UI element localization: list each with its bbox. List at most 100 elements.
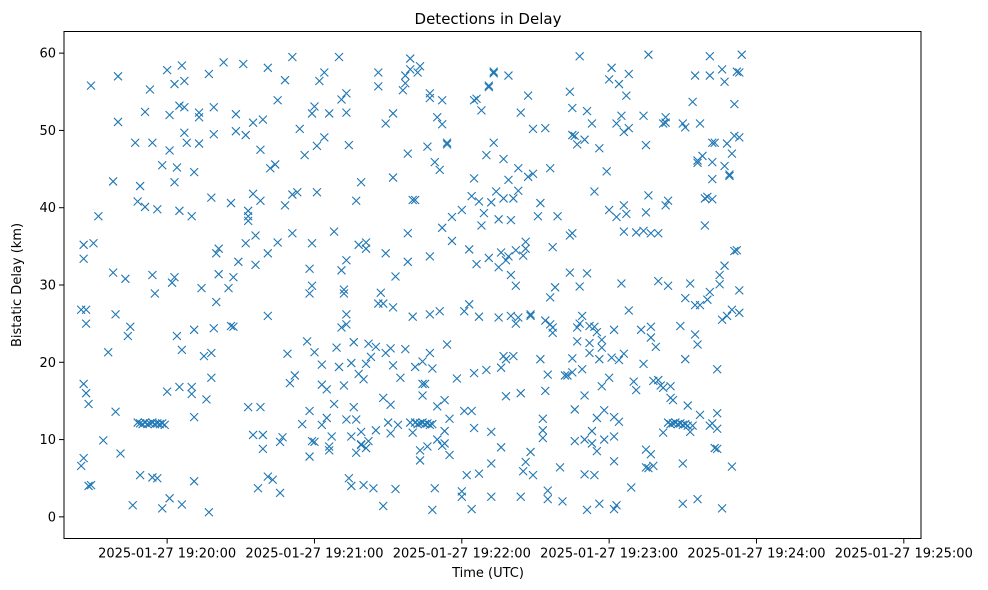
data-point-marker [172, 331, 182, 341]
data-point-marker [582, 505, 592, 515]
data-point-marker [558, 497, 567, 506]
data-point-marker [592, 413, 602, 423]
data-point-marker [545, 163, 555, 173]
data-point-marker [445, 414, 454, 424]
data-point-marker [597, 343, 607, 352]
data-point-marker [381, 119, 391, 128]
data-point-marker [506, 270, 516, 280]
data-point-marker [359, 480, 368, 490]
data-point-marker [349, 337, 359, 347]
x-tick-label: 2025-01-27 19:24:00 [687, 547, 825, 562]
data-point-marker [560, 371, 570, 380]
data-point-marker [322, 384, 332, 394]
data-point-marker [602, 167, 612, 176]
data-point-marker [540, 386, 550, 396]
data-point-marker [607, 63, 616, 73]
data-point-marker [157, 418, 167, 428]
data-point-marker [84, 399, 93, 409]
y-axis-ticks: 0 10 20 30 40 50 60 [39, 47, 64, 525]
data-point-marker [307, 238, 317, 248]
data-point-marker [575, 319, 585, 329]
data-point-marker [604, 75, 614, 84]
data-point-marker [305, 289, 314, 298]
data-point-marker [165, 146, 174, 155]
data-point-marker [693, 494, 702, 504]
data-point-marker [521, 244, 531, 254]
data-point-marker [612, 500, 621, 510]
data-point-marker [511, 281, 521, 291]
data-point-marker [538, 414, 548, 424]
data-point-marker [400, 71, 410, 80]
data-point-marker [305, 452, 314, 461]
data-point-marker [535, 354, 545, 364]
data-point-marker [373, 81, 383, 91]
data-point-marker [464, 245, 474, 254]
data-point-marker [415, 61, 425, 71]
data-point-marker [481, 150, 491, 160]
data-point-marker [501, 391, 511, 401]
data-point-marker [494, 214, 504, 224]
data-point-marker [287, 190, 297, 199]
data-point-marker [332, 343, 341, 352]
data-point-marker [538, 425, 548, 435]
data-point-marker [629, 377, 639, 386]
data-point-marker [206, 373, 216, 383]
data-point-marker [79, 240, 89, 250]
data-point-marker [607, 353, 616, 363]
data-point-marker [693, 340, 702, 349]
data-point-marker [474, 197, 484, 206]
data-point-marker [506, 311, 516, 321]
data-point-marker [312, 141, 322, 151]
data-point-marker [307, 436, 317, 446]
data-point-marker [508, 351, 518, 361]
data-point-marker [376, 288, 386, 298]
data-point-marker [567, 354, 577, 363]
data-point-marker [621, 209, 631, 219]
data-point-marker [543, 486, 553, 495]
data-point-marker [577, 364, 587, 374]
data-point-marker [707, 138, 717, 148]
data-point-marker [548, 242, 558, 252]
data-point-marker [211, 248, 221, 258]
data-point-marker [481, 365, 491, 375]
data-point-marker [570, 131, 580, 141]
data-point-marker [346, 432, 356, 441]
data-point-marker [712, 444, 722, 454]
data-point-marker [327, 432, 337, 441]
data-point-marker [604, 373, 614, 383]
data-point-marker [609, 504, 619, 514]
data-point-marker [226, 321, 236, 331]
data-point-marker [729, 99, 739, 109]
data-point-marker [516, 492, 526, 502]
data-point-marker [477, 105, 486, 115]
data-point-marker [690, 71, 700, 80]
data-point-marker [337, 265, 346, 275]
data-point-marker [609, 432, 619, 441]
data-point-marker [631, 228, 641, 237]
data-point-marker [705, 51, 715, 61]
y-tick-label: 30 [39, 279, 56, 294]
data-point-marker [528, 470, 538, 480]
data-point-marker [349, 402, 359, 412]
data-point-marker [639, 359, 648, 369]
data-point-marker [484, 253, 494, 263]
data-point-marker [204, 507, 214, 517]
data-point-marker [423, 442, 432, 451]
data-point-marker [587, 119, 597, 128]
data-point-marker [366, 352, 376, 362]
data-point-marker [658, 428, 668, 438]
y-tick-label: 20 [39, 356, 56, 371]
data-point-marker [518, 251, 528, 261]
data-point-marker [310, 437, 319, 447]
data-point-marker [273, 95, 283, 105]
data-point-marker [344, 473, 354, 483]
data-point-marker [580, 391, 589, 400]
data-point-marker [580, 469, 589, 479]
data-point-marker [717, 503, 727, 513]
data-point-marker [496, 363, 506, 373]
data-point-marker [206, 193, 216, 203]
data-point-marker [513, 163, 523, 173]
data-point-marker [494, 313, 504, 322]
data-point-marker [651, 342, 661, 352]
data-point-marker [705, 287, 715, 297]
